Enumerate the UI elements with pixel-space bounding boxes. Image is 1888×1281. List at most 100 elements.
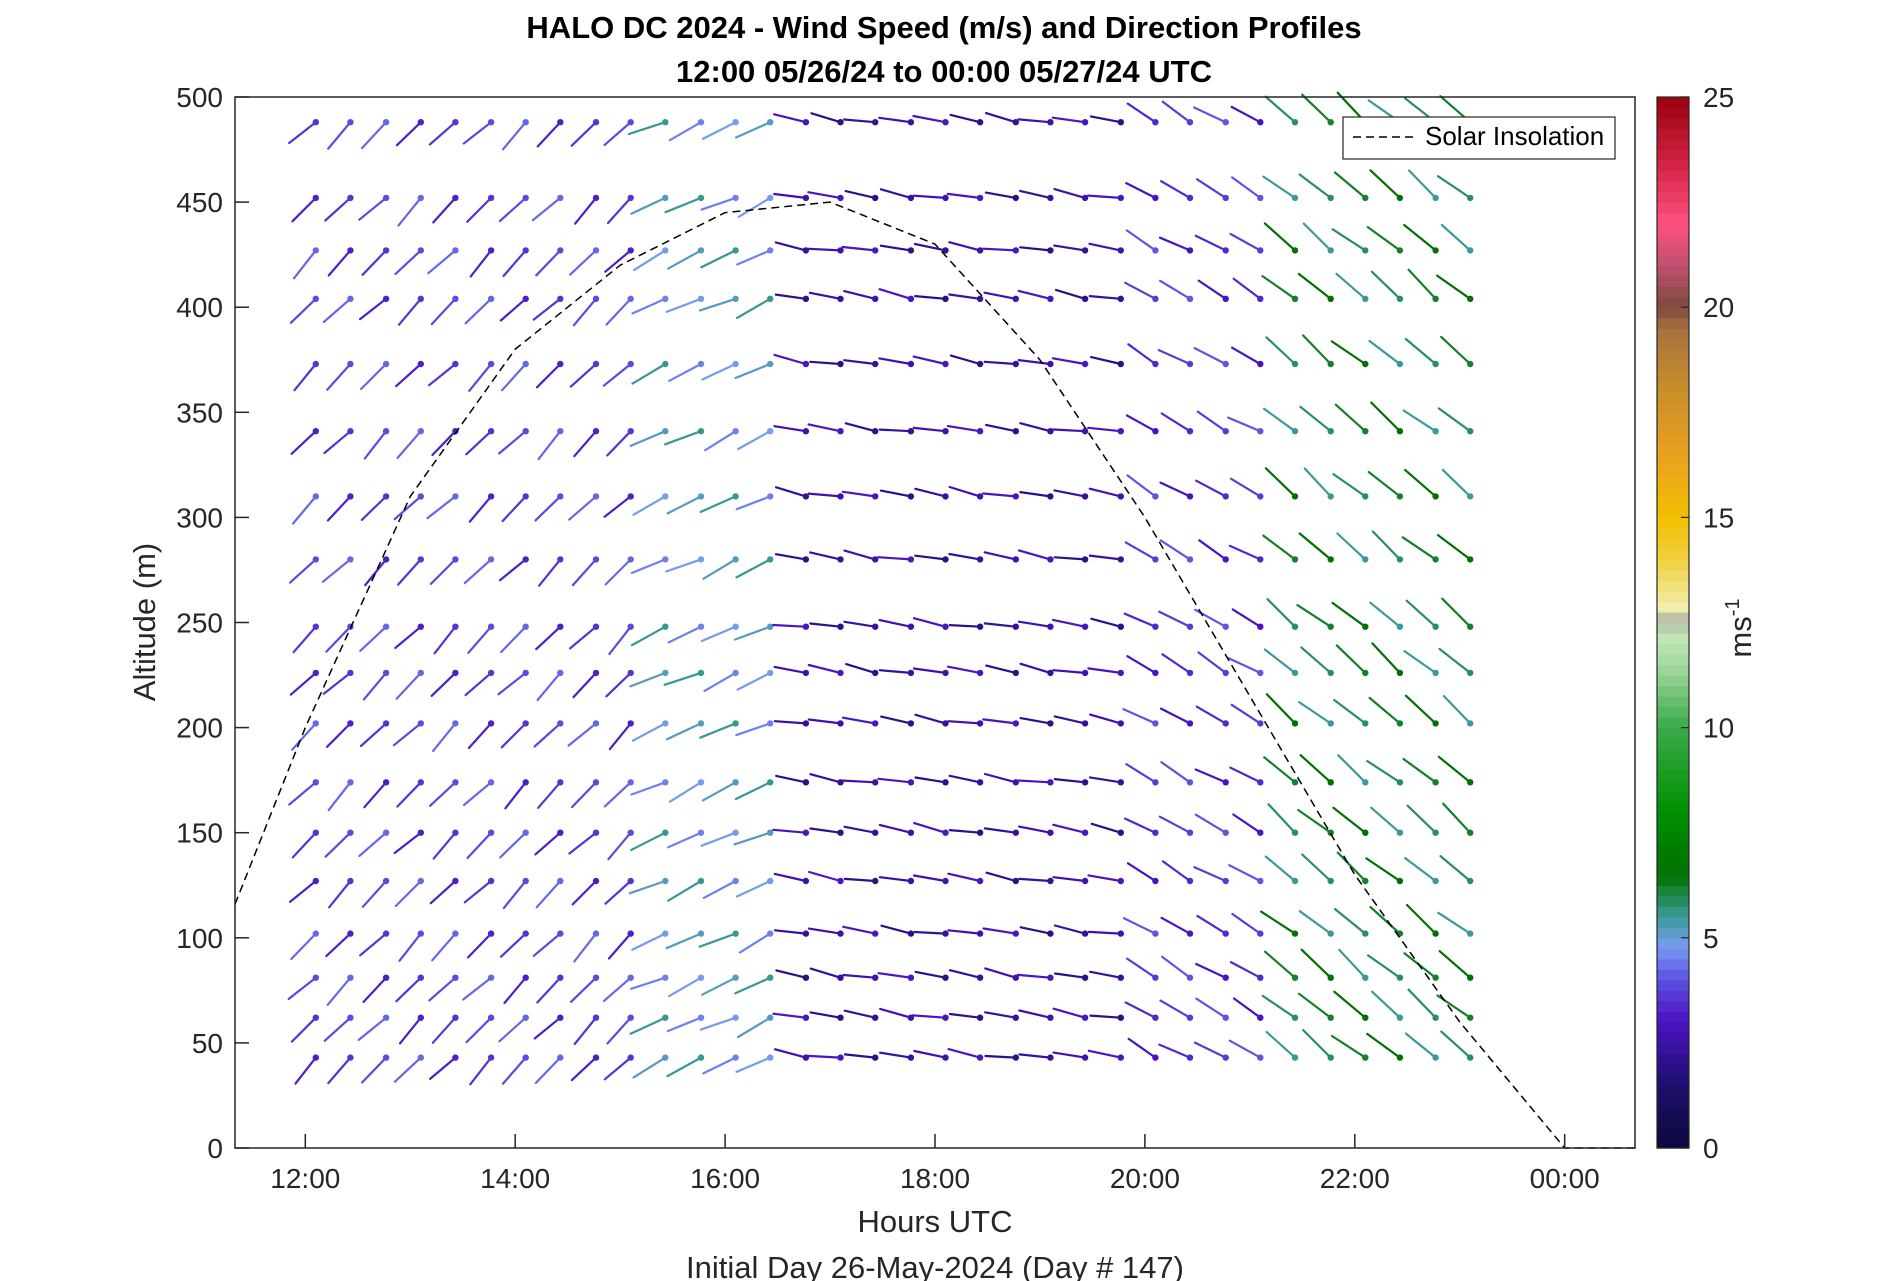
wind-barb	[1227, 416, 1264, 435]
wind-barb	[981, 247, 1019, 254]
wind-barb	[809, 551, 844, 563]
wind-barb	[608, 720, 634, 751]
wind-barb	[733, 829, 774, 846]
wind-barb	[466, 194, 495, 223]
colorbar-band	[1657, 696, 1689, 708]
colorbar-band	[1657, 265, 1689, 277]
colorbar-band	[1657, 433, 1689, 445]
wind-barb	[982, 492, 1019, 500]
wind-barb	[1198, 539, 1229, 563]
wind-barb	[292, 623, 319, 654]
wind-barb	[1088, 487, 1125, 500]
y-tick-label: 50	[192, 1028, 223, 1059]
wind-barb	[700, 247, 739, 269]
wind-barb	[1437, 407, 1474, 435]
wind-barb	[878, 288, 915, 302]
wind-barb	[1402, 409, 1439, 435]
wind-barb	[880, 924, 915, 937]
colorbar-band	[1657, 706, 1689, 718]
colorbar-band	[1657, 97, 1689, 109]
wind-barb	[1161, 100, 1194, 126]
wind-barb	[667, 829, 705, 849]
colorbar-band	[1657, 1137, 1689, 1149]
wind-barb	[698, 295, 739, 312]
wind-barb	[667, 247, 705, 270]
wind-barb	[498, 194, 529, 223]
wind-barb	[1054, 288, 1089, 302]
wind-barb	[570, 1054, 600, 1082]
wind-barb	[604, 247, 634, 273]
wind-barb	[395, 669, 424, 700]
wind-barb	[1127, 1037, 1159, 1061]
colorbar-band	[1657, 1021, 1689, 1033]
wind-barb	[467, 720, 495, 750]
wind-barb	[983, 360, 1019, 368]
wind-barb	[503, 974, 529, 1005]
wind-barb	[631, 295, 669, 315]
colorbar-band	[1657, 675, 1689, 687]
colorbar-band	[1657, 170, 1689, 182]
wind-barb	[396, 428, 424, 459]
wind-barb	[913, 1049, 949, 1061]
wind-barb	[1232, 813, 1264, 836]
wind-barb	[1196, 410, 1229, 435]
colorbar-band	[1657, 275, 1689, 287]
wind-barb	[431, 1014, 459, 1044]
wind-barb	[1087, 1049, 1125, 1061]
wind-barb	[1193, 1041, 1229, 1061]
wind-barb	[569, 247, 600, 276]
wind-barb	[327, 779, 354, 812]
wind-barb	[880, 715, 915, 727]
wind-barb	[1297, 992, 1334, 1021]
wind-barb	[466, 829, 495, 860]
wind-barb	[1052, 876, 1089, 885]
wind-barb	[913, 242, 949, 254]
wind-barb	[1407, 169, 1439, 202]
wind-barb	[1088, 776, 1125, 786]
wind-barb	[914, 554, 949, 563]
wind-barb	[843, 359, 879, 368]
wind-barb	[1086, 194, 1125, 202]
wind-barb	[1017, 118, 1054, 126]
colorbar-band	[1657, 611, 1689, 624]
wind-barb	[628, 877, 669, 895]
wind-barb	[1126, 862, 1159, 885]
wind-barb	[1051, 618, 1089, 630]
wind-barb	[1366, 954, 1404, 981]
wind-barb	[1195, 962, 1229, 981]
wind-barb	[571, 877, 600, 906]
colorbar-band	[1657, 517, 1689, 529]
wind-barb	[807, 718, 844, 727]
wind-barb	[1017, 289, 1054, 302]
wind-barb	[326, 974, 354, 1006]
wind-barb	[1436, 175, 1474, 202]
wind-barb	[913, 930, 949, 937]
wind-barb	[500, 623, 529, 654]
wind-barb	[360, 360, 390, 391]
wind-barb	[327, 119, 354, 150]
wind-barb	[1440, 223, 1474, 254]
wind-barb	[668, 974, 705, 998]
colorbar-band	[1657, 244, 1689, 256]
wind-barb	[1261, 994, 1299, 1021]
x-tick-label: 18:00	[900, 1163, 970, 1194]
wind-barb	[328, 877, 354, 909]
wind-barb	[1087, 667, 1125, 677]
wind-barb	[1122, 708, 1159, 727]
colorbar-band	[1657, 296, 1689, 308]
wind-barb	[606, 194, 634, 225]
wind-barb	[1370, 990, 1404, 1021]
wind-barb	[842, 925, 879, 937]
wind-barb	[879, 188, 915, 202]
wind-barb	[502, 877, 529, 910]
wind-barb	[429, 877, 459, 905]
wind-barb	[1261, 275, 1299, 302]
wind-barb	[878, 116, 915, 126]
wind-barb	[533, 1014, 564, 1040]
wind-barb	[1371, 642, 1404, 677]
wind-barb	[326, 360, 354, 391]
wind-barb	[1088, 713, 1125, 727]
wind-barb	[982, 718, 1019, 727]
wind-barb	[1371, 530, 1404, 563]
